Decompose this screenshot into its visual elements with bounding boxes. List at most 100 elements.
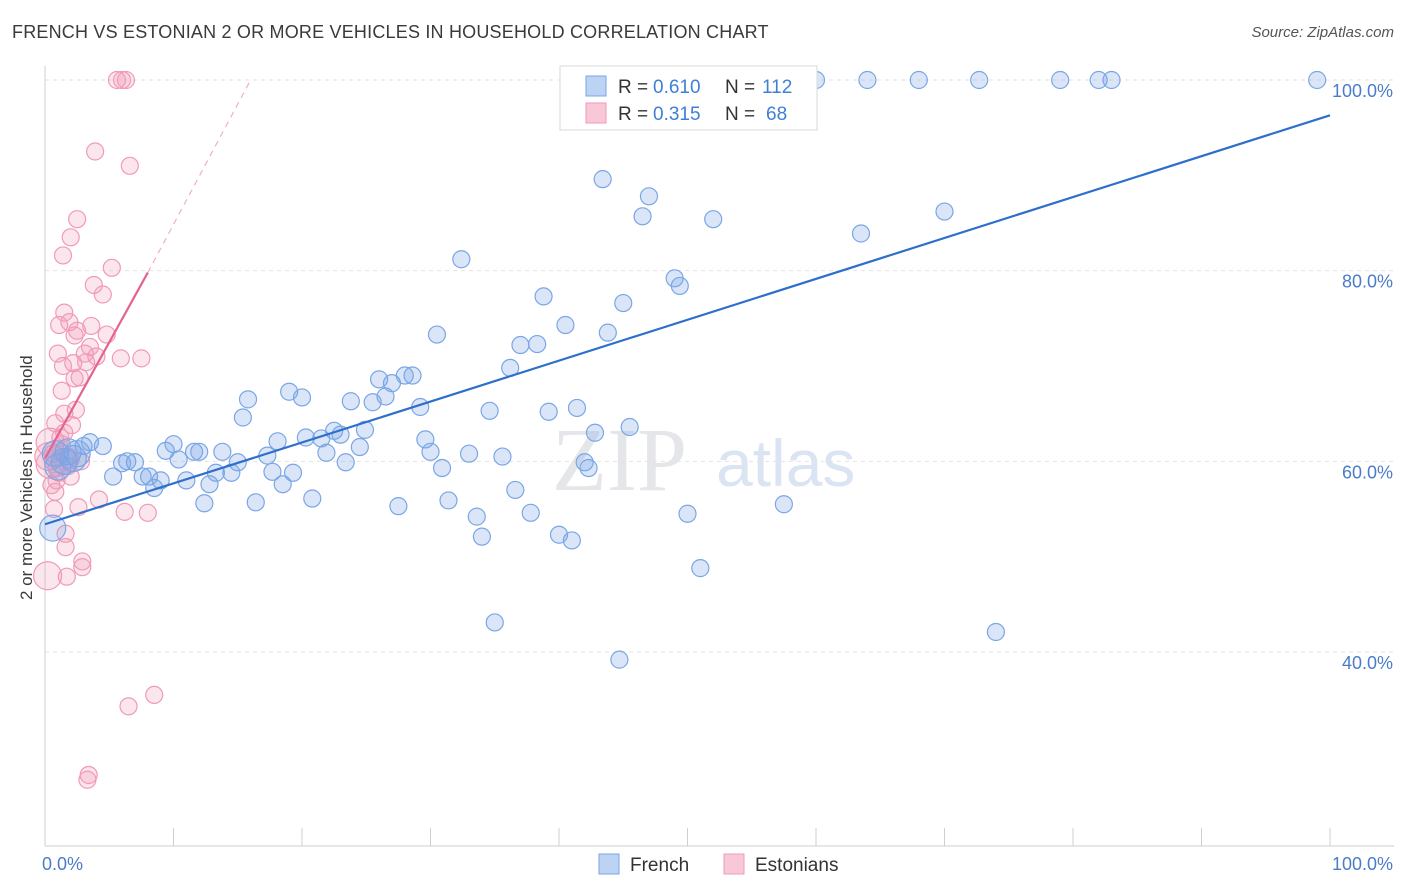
french-point-60 <box>427 325 447 344</box>
french-point-72 <box>511 335 530 355</box>
french-point-82 <box>579 458 598 478</box>
french-point-96 <box>704 210 723 229</box>
y-tick-label-1: 60.0% <box>1342 462 1393 482</box>
estonian-point-24 <box>65 326 84 345</box>
french-point-15 <box>139 467 159 486</box>
french-point-100 <box>851 224 871 243</box>
estonian-point-33 <box>73 558 92 577</box>
french-point-108 <box>1102 70 1121 90</box>
legend-french-n-label: N = <box>725 77 755 98</box>
french-point-64 <box>459 444 479 463</box>
estonian-point-39 <box>82 316 101 336</box>
french-point-54 <box>389 497 408 516</box>
french-point-86 <box>610 650 629 669</box>
french-point-38 <box>283 463 303 482</box>
french-trend-line <box>44 114 1331 526</box>
french-point-36 <box>273 475 292 494</box>
french-point-80 <box>567 398 587 418</box>
y-tick-label-2: 80.0% <box>1342 272 1393 292</box>
french-point-65 <box>467 507 486 526</box>
french-point-103 <box>935 202 954 221</box>
french-point-56 <box>403 366 422 385</box>
french-point-9 <box>93 436 112 456</box>
french-point-104 <box>970 70 989 90</box>
french-point-0 <box>39 514 67 542</box>
french-point-23 <box>190 442 209 461</box>
french-point-39 <box>292 388 312 407</box>
trend-lines <box>44 79 1331 526</box>
french-point-31 <box>238 390 258 409</box>
french-point-73 <box>521 503 540 522</box>
legend-french-swatch <box>585 75 607 97</box>
estonian-point-41 <box>86 142 105 161</box>
french-point-83 <box>585 423 605 442</box>
estonian-point-56 <box>145 685 164 705</box>
french-point-84 <box>593 170 612 189</box>
french-point-13 <box>125 453 145 472</box>
y-tick-labels: 40.0% 60.0% 80.0% 100.0% <box>1332 81 1393 673</box>
estonian-point-25 <box>65 369 84 388</box>
legend-french-r-value: 0.610 <box>653 77 701 98</box>
french-point-34 <box>263 462 282 481</box>
french-point-67 <box>480 401 499 420</box>
x-tick-label-1: 100.0% <box>1332 854 1393 874</box>
watermark-zip: ZIP <box>552 411 687 510</box>
french-point-48 <box>350 437 369 457</box>
french-point-12 <box>118 452 137 471</box>
estonian-point-51 <box>116 70 136 90</box>
french-point-69 <box>493 447 512 466</box>
source-label: Source: ZipAtlas.com <box>1251 24 1394 41</box>
gridlines <box>45 79 1394 653</box>
french-point-27 <box>213 442 232 461</box>
estonian-point-35 <box>77 353 96 372</box>
french-point-32 <box>246 493 265 512</box>
bottom-legend: French Estonians <box>598 853 838 876</box>
french-point-78 <box>556 315 575 335</box>
estonian-point-54 <box>132 349 151 368</box>
estonian-point-52 <box>119 697 138 716</box>
french-point-59 <box>421 442 440 461</box>
estonian-point-27 <box>68 210 87 229</box>
french-point-88 <box>620 417 639 437</box>
french-point-61 <box>432 458 452 478</box>
french-point-95 <box>691 559 710 578</box>
french-point-68 <box>485 613 504 632</box>
french-point-5 <box>59 444 87 473</box>
estonian-point-16 <box>56 538 75 557</box>
french-point-24 <box>195 494 214 513</box>
french-point-71 <box>506 480 525 500</box>
french-point-101 <box>858 70 877 90</box>
french-point-90 <box>639 187 659 206</box>
french-point-41 <box>303 489 322 508</box>
legend-estonian-swatch <box>585 102 607 124</box>
estonian-point-20 <box>61 228 80 247</box>
estonian-point-53 <box>120 156 139 175</box>
french-point-20 <box>169 450 188 469</box>
estonian-point-28 <box>68 321 87 340</box>
french-point-62 <box>439 491 458 510</box>
watermark-atlas: atlas <box>716 426 855 500</box>
french-point-10 <box>104 467 123 486</box>
estonian-point-14 <box>55 303 74 322</box>
french-point-43 <box>317 443 336 462</box>
y-tick-label-3: 100.0% <box>1332 81 1393 101</box>
estonian-trend-line <box>44 272 149 460</box>
legend-estonian-r-value: 0.315 <box>653 104 701 125</box>
bottom-legend-french-label: French <box>630 855 689 876</box>
estonians-points <box>32 70 164 789</box>
french-points <box>39 70 1327 669</box>
bottom-legend-french-swatch <box>598 853 620 875</box>
estonian-point-32 <box>73 552 92 571</box>
french-point-46 <box>336 453 355 472</box>
estonian-point-12 <box>53 246 73 265</box>
french-point-63 <box>452 250 471 269</box>
legend-estonian-n-value: 68 <box>766 104 787 125</box>
estonian-point-30 <box>70 368 89 387</box>
french-point-19 <box>164 435 183 454</box>
chart-title: FRENCH VS ESTONIAN 2 OR MORE VEHICLES IN… <box>12 22 769 42</box>
french-point-22 <box>184 442 204 461</box>
french-point-75 <box>534 287 553 306</box>
french-point-85 <box>598 323 617 342</box>
legend-estonian-r-label: R = <box>618 104 648 125</box>
legend-french-r-label: R = <box>618 77 648 98</box>
